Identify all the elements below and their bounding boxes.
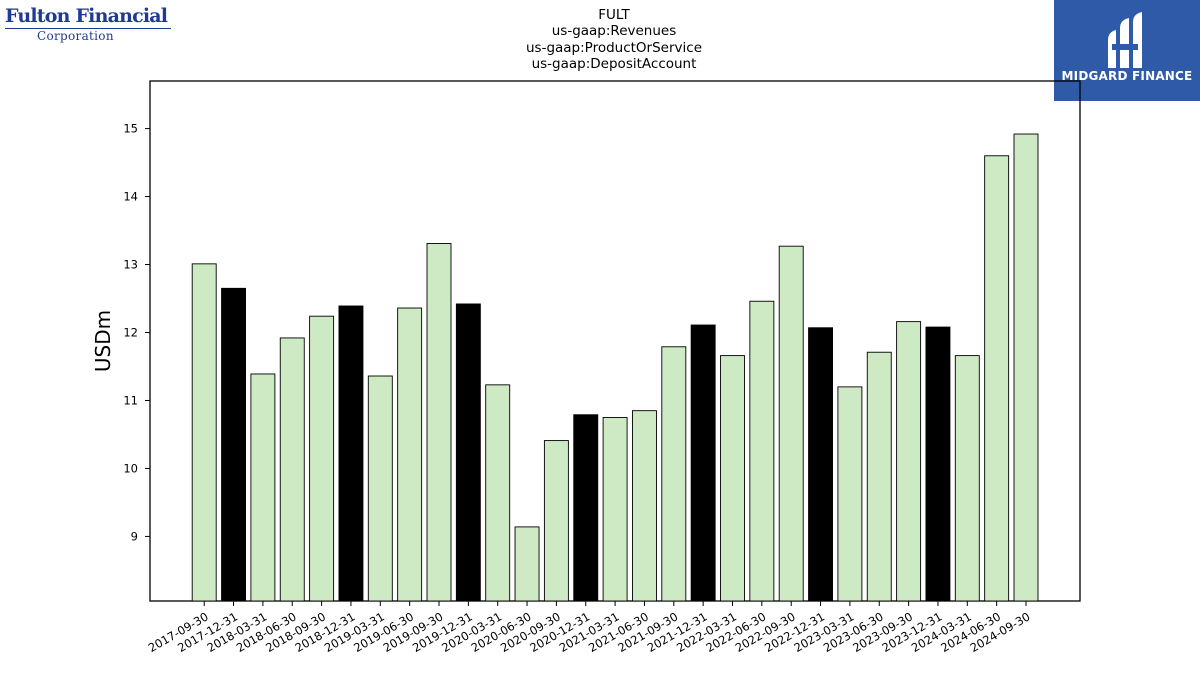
logo-line-1: Fulton Financial xyxy=(5,5,168,27)
bar xyxy=(455,303,481,602)
bar xyxy=(808,327,833,602)
title-line-member: us-gaap:DepositAccount xyxy=(531,55,697,72)
y-tick-label: 10 xyxy=(123,461,138,475)
bar xyxy=(661,346,687,602)
bar xyxy=(690,324,716,602)
fulton-financial-logo: Fulton Financial Corporation xyxy=(5,5,175,45)
bar xyxy=(837,386,863,602)
bar xyxy=(573,414,599,602)
bar xyxy=(338,305,364,602)
bar xyxy=(1013,133,1039,602)
title-line-ticker: FULT xyxy=(598,7,630,23)
bar xyxy=(426,243,452,602)
midgard-finance-logo: MIDGARD FINANCE xyxy=(1054,0,1200,101)
bar xyxy=(954,355,980,602)
bar xyxy=(191,263,217,602)
bar xyxy=(778,245,804,602)
y-axis-label: USDm xyxy=(91,310,115,372)
y-tick-label: 12 xyxy=(123,326,138,340)
bar xyxy=(866,351,892,602)
bar xyxy=(896,321,922,602)
title-line-concept: us-gaap:Revenues xyxy=(551,23,677,40)
bar xyxy=(514,526,540,602)
midgard-mark-icon xyxy=(1108,12,1142,68)
bar xyxy=(485,384,511,602)
midgard-brand-text: MIDGARD FINANCE xyxy=(1061,69,1193,83)
bar xyxy=(367,375,393,602)
bar xyxy=(250,373,276,602)
logo-rule xyxy=(5,28,171,29)
bar xyxy=(309,315,335,602)
bar xyxy=(279,337,305,602)
y-tick-label: 9 xyxy=(131,529,138,543)
y-tick-label: 11 xyxy=(123,393,138,407)
bar xyxy=(221,287,247,602)
bar xyxy=(543,440,569,602)
bar xyxy=(632,410,657,602)
logo-line-2: Corporation xyxy=(37,29,114,43)
y-tick-label: 15 xyxy=(123,122,138,136)
bar xyxy=(397,307,423,602)
bar xyxy=(749,300,775,602)
bar xyxy=(984,155,1010,602)
chart-title-block: FULT us-gaap:Revenues us-gaap:ProductOrS… xyxy=(414,7,814,72)
bar xyxy=(925,326,951,602)
bar xyxy=(720,355,745,602)
bar xyxy=(602,417,628,602)
y-tick-label: 14 xyxy=(123,190,138,204)
y-tick-label: 13 xyxy=(123,258,138,272)
title-line-axis: us-gaap:ProductOrService xyxy=(525,39,703,56)
